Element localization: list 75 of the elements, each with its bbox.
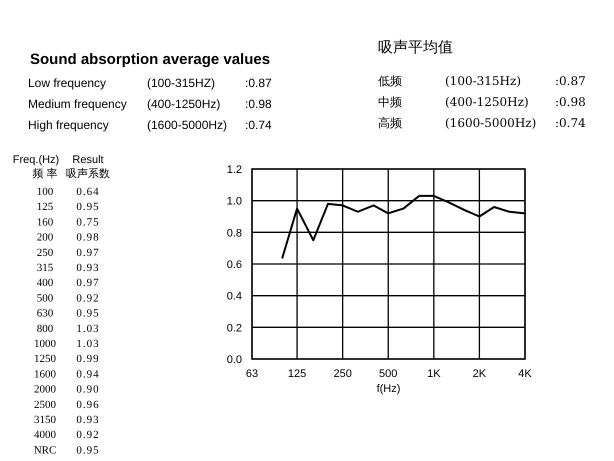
text: 500	[36, 292, 54, 304]
text: 高频	[378, 116, 402, 130]
text: (1600-5000Hz)	[147, 118, 228, 132]
text: NRC	[34, 444, 56, 456]
text: 2000	[34, 384, 56, 396]
text: (100-315Hz)	[445, 74, 522, 88]
text: 0.95	[76, 444, 100, 456]
text: 250	[36, 246, 54, 259]
text: 2500	[34, 398, 56, 411]
text: 160	[36, 216, 54, 228]
text: 0.64	[76, 186, 100, 198]
text: 1.03	[76, 338, 100, 350]
x-tick-label: 500	[379, 368, 398, 380]
text: :0.98	[555, 95, 586, 109]
x-tick-label: 63	[246, 368, 258, 380]
text: 125	[36, 201, 54, 214]
x-tick-label: 2K	[472, 368, 487, 380]
text: 0.98	[76, 232, 100, 244]
text: (1600-5000Hz)	[445, 116, 536, 130]
text: 1000	[34, 338, 56, 350]
chart-subtitle: 吸声平均值	[378, 38, 453, 56]
y-tick-label: 0.0	[226, 354, 242, 366]
text: 0.95	[76, 201, 100, 214]
text: :0.98	[245, 97, 272, 111]
y-tick-label: 0.6	[226, 259, 242, 271]
x-tick-label: 1K	[427, 368, 442, 380]
text: High frequency	[28, 118, 109, 132]
text: 800	[36, 322, 54, 335]
text: 0.75	[76, 216, 100, 228]
text: :0.87	[245, 76, 272, 90]
x-tick-label: 250	[333, 368, 352, 380]
chart-title: Sound absorption average values	[30, 51, 270, 68]
text: :0.87	[555, 74, 586, 88]
text: 0.96	[76, 398, 100, 411]
text: 1600	[34, 368, 56, 380]
text: 0.97	[76, 277, 100, 290]
text: 4000	[34, 429, 56, 442]
text: 频 率	[32, 167, 58, 180]
y-tick-label: 0.2	[226, 322, 242, 334]
x-axis-title: f(Hz)	[376, 383, 400, 395]
text: (400-1250Hz)	[147, 97, 220, 111]
text: 0.93	[76, 414, 100, 426]
text: Freq.(Hz)	[12, 154, 60, 166]
text: 100	[36, 186, 54, 198]
text: 0.92	[76, 292, 100, 304]
x-tick-label: 125	[288, 368, 306, 380]
text: 630	[36, 308, 54, 320]
text: 低频	[378, 74, 402, 88]
x-tick-label: 4K	[518, 368, 532, 380]
text: 0.94	[76, 368, 100, 380]
y-tick-label: 1.2	[226, 164, 242, 176]
y-tick-label: 0.8	[226, 227, 242, 240]
text: Low frequency	[28, 76, 106, 90]
text: 0.99	[76, 353, 100, 366]
text: 0.95	[76, 308, 100, 320]
text: 吸声系数	[66, 167, 110, 180]
text: 400	[36, 277, 54, 290]
y-tick-label: 1.0	[226, 196, 242, 208]
text: :0.74	[245, 118, 272, 132]
y-tick-label: 0.4	[226, 290, 242, 303]
text: 315	[36, 262, 54, 274]
text: 0.93	[76, 262, 100, 274]
text: Result	[72, 154, 104, 166]
text: 0.97	[76, 246, 100, 259]
text: 0.92	[76, 429, 100, 442]
text: 1250	[34, 353, 56, 366]
text: (100-315HZ)	[147, 76, 216, 90]
text: :0.74	[555, 116, 586, 130]
text: Medium frequency	[28, 97, 127, 111]
text: (400-1250Hz)	[445, 95, 529, 109]
text: 200	[36, 232, 54, 244]
text: 3150	[34, 414, 56, 426]
text: 0.90	[76, 384, 100, 396]
text: 中频	[378, 95, 402, 109]
text: 1.03	[76, 322, 100, 335]
